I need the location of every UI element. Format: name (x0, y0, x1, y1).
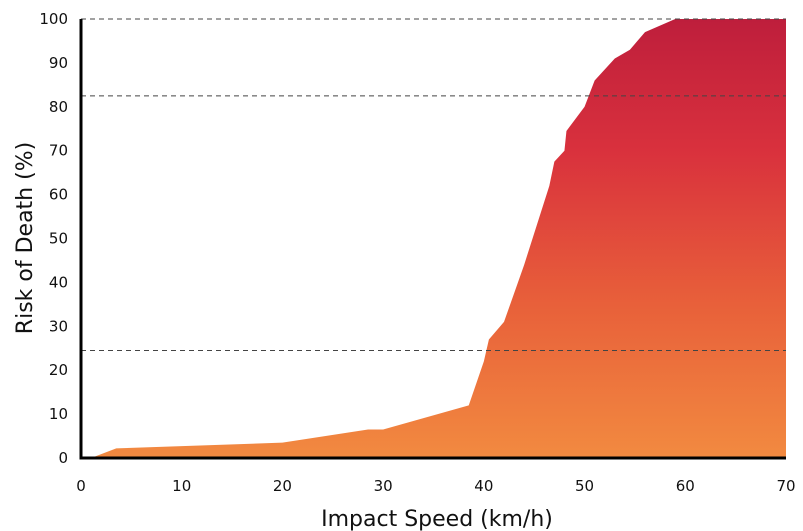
y-tick-label: 80 (49, 98, 68, 116)
risk-area (81, 19, 786, 458)
y-tick-label: 70 (49, 142, 68, 160)
y-tick-label: 50 (49, 230, 68, 248)
y-axis-title: Risk of Death (%) (13, 142, 38, 334)
x-axis-title: Impact Speed (km/h) (321, 507, 553, 531)
x-tick-label: 30 (374, 477, 393, 495)
x-tick-label: 40 (474, 477, 493, 495)
x-tick-label: 20 (273, 477, 292, 495)
x-tick-label: 60 (676, 477, 695, 495)
y-tick-label: 30 (49, 317, 68, 335)
y-tick-label: 40 (49, 273, 68, 291)
x-tick-label: 10 (172, 477, 191, 495)
y-tick-label: 0 (58, 449, 68, 467)
y-tick-label: 20 (49, 361, 68, 379)
x-tick-label: 0 (76, 477, 86, 495)
y-tick-label: 10 (49, 405, 68, 423)
y-tick-label: 90 (49, 54, 68, 72)
y-tick-label: 60 (49, 186, 68, 204)
x-tick-label: 70 (776, 477, 795, 495)
x-tick-label: 50 (575, 477, 594, 495)
y-tick-label: 100 (39, 10, 68, 28)
